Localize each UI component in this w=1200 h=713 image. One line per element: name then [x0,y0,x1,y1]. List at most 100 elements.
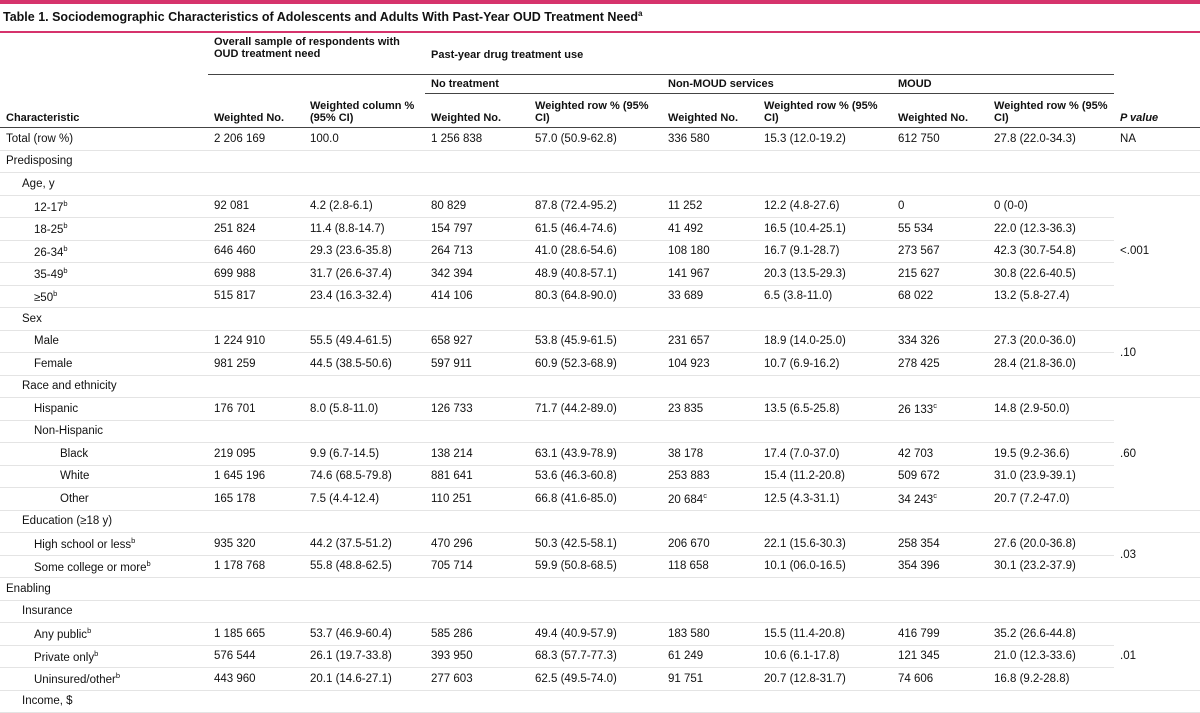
p-value-cell: .60 [1114,397,1200,511]
header-p-value: P value [1114,93,1200,128]
table-cell: 48.9 (40.8-57.1) [529,262,663,286]
header-weighted-no: Weighted No. [662,93,759,128]
cell-value: 80.3 (64.8-90.0) [535,290,617,303]
cell-value: 576 544 [214,650,256,663]
cell-value: 15.5 (11.4-20.8) [764,627,845,640]
table-cell [208,375,304,398]
row-label: Private onlyb [0,645,208,668]
cell-value: 16.5 (10.4-25.1) [764,222,846,235]
cell-value: 74.6 (68.5-79.8) [310,470,392,483]
cell-value: 68.3 (57.7-77.3) [535,650,617,663]
table-cell [662,150,759,173]
table-row: Other 165 178 7.5 (4.4-12.4) 110 251 66.8 (4… [0,487,1200,511]
table-cell: 509 672 [892,465,989,488]
caption-footnote-marker: a [638,9,643,18]
table-cell [758,172,893,196]
cell-value: 21.0 (12.3-33.6) [994,650,1076,663]
cell-value: 4.2 (2.8-6.1) [310,200,373,213]
table-cell: 20.3 (13.5-29.3) [758,262,893,286]
table-cell: 61 249 [662,645,759,668]
row-label-text: High school or less [34,539,132,552]
table-cell: 393 950 [425,645,530,668]
row-label-text: 35-49 [34,269,64,282]
table-cell [425,172,530,196]
table-cell: 612 750 [892,127,989,151]
cell-value: 141 967 [668,267,710,280]
table-cell: 154 797 [425,217,530,241]
row-label-text: Sex [22,312,42,325]
table-cell: 141 967 [662,262,759,286]
header-spacer [1114,75,1200,94]
p-value-cell [1114,172,1200,196]
cell-value: 15.4 (11.2-20.8) [764,470,845,483]
table-cell: 20.7 (7.2-47.0) [988,487,1115,511]
cell-value: 597 911 [431,357,472,370]
cell-value: 1 178 768 [214,560,266,573]
table-cell: 13.2 (5.8-27.4) [988,285,1115,308]
table-cell [425,577,530,601]
table-cell: 31.0 (23.9-39.1) [988,465,1115,488]
table-cell: 68.3 (57.7-77.3) [529,645,663,668]
table-cell: 206 670 [662,532,759,556]
table-cell: 576 544 [208,645,304,668]
cell-value: 42.3 (30.7-54.8) [994,245,1076,258]
table-cell [304,307,426,331]
row-label-text: Age, y [22,177,55,190]
row-label-text: Enabling [6,582,51,595]
cell-value: 699 988 [214,267,256,280]
table-cell: 881 641 [425,465,530,488]
cell-value: 29.3 (23.6-35.8) [310,245,392,258]
row-label-text: Private only [34,651,95,664]
header-non-moud: Non-MOUD services [662,74,893,94]
table-cell: 57.0 (50.9-62.8) [529,127,663,151]
table-cell [988,600,1115,623]
cell-value: 9.9 (6.7-14.5) [310,447,380,460]
cell-value: 44.2 (37.5-51.2) [310,537,392,550]
row-label-text: 26-34 [34,246,64,259]
cell-value: 206 670 [668,537,710,550]
table-cell: 20 684c [662,487,759,511]
footnote-marker: c [933,401,937,411]
row-label-text: Hispanic [34,402,79,415]
table-cell: 60.9 (52.3-68.9) [529,352,663,376]
row-label-text: Predisposing [6,155,73,168]
table-cell: 183 580 [662,622,759,646]
header-weighted-row-pct: Weighted row % (95% CI) [529,93,663,128]
table-cell: 416 799 [892,622,989,646]
table-row: Income, $ [0,690,1200,713]
table-cell [304,150,426,173]
table-cell: 63.1 (43.9-78.9) [529,442,663,466]
header-blank [0,33,208,75]
table-cell [758,420,893,443]
footnote-marker: b [63,243,68,253]
table-cell: 273 567 [892,240,989,263]
table-row: Uninsured/otherb 443 960 20.1 (14.6-27.1) 2… [0,667,1200,691]
cell-value: 53.7 (46.9-60.4) [310,627,392,640]
cell-value: 68 022 [898,290,934,303]
table-cell: 7.5 (4.4-12.4) [304,487,426,511]
cell-value: 336 580 [668,132,710,145]
table-cell: 34 243c [892,487,989,511]
cell-value: 92 081 [214,200,250,213]
cell-value: 354 396 [898,560,940,573]
table-cell: 23.4 (16.3-32.4) [304,285,426,308]
table-cell: 981 259 [208,352,304,376]
table-cell: 26 133c [892,397,989,421]
cell-value: 11.4 (8.8-14.7) [310,222,385,235]
table-cell: 28.4 (21.8-36.0) [988,352,1115,376]
row-label-text: Male [34,335,59,348]
table-row: Non-Hispanic [0,420,1200,443]
p-value-cell: <.001 [1114,195,1200,308]
row-label-text: White [60,470,90,483]
table-cell: 17.4 (7.0-37.0) [758,442,893,466]
p-value-cell: NA [1114,127,1200,151]
table-cell: 277 603 [425,667,530,691]
table-cell: 10.6 (6.1-17.8) [758,645,893,668]
row-label-text: 18-25 [34,224,64,237]
cell-value: 15.3 (12.0-19.2) [764,132,846,145]
cell-value: 108 180 [668,245,710,258]
table-cell: 12.5 (4.3-31.1) [758,487,893,511]
table-cell: 53.7 (46.9-60.4) [304,622,426,646]
cell-value: 183 580 [668,627,710,640]
table-cell: 42.3 (30.7-54.8) [988,240,1115,263]
